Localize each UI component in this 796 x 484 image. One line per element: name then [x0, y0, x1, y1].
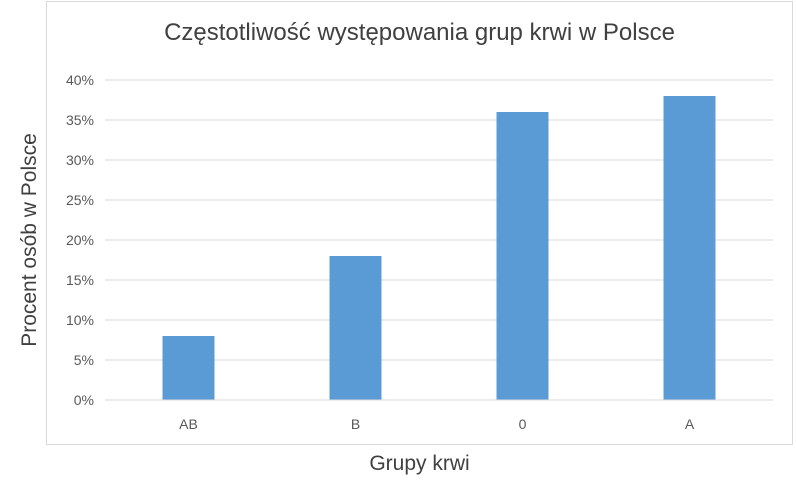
bar-a	[663, 96, 716, 400]
x-tick-label: AB	[179, 416, 198, 432]
x-tick-label: B	[351, 416, 360, 432]
y-tick-label: 5%	[74, 352, 94, 368]
y-tick-label: 30%	[66, 152, 94, 168]
x-tick-label: A	[685, 416, 695, 432]
bar-0	[496, 112, 549, 400]
y-tick-label: 35%	[66, 112, 94, 128]
x-tick-label: 0	[519, 416, 527, 432]
y-tick-label: 40%	[66, 72, 94, 88]
bar-b	[329, 256, 382, 400]
y-tick-label: 15%	[66, 272, 94, 288]
bar-ab	[162, 336, 215, 400]
y-tick-label: 25%	[66, 192, 94, 208]
y-tick-label: 0%	[74, 392, 94, 408]
y-tick-label: 10%	[66, 312, 94, 328]
chart-title: Częstotliwość występowania grup krwi w P…	[164, 19, 675, 46]
y-tick-label: 20%	[66, 232, 94, 248]
x-axis-label: Grupy krwi	[369, 452, 470, 475]
